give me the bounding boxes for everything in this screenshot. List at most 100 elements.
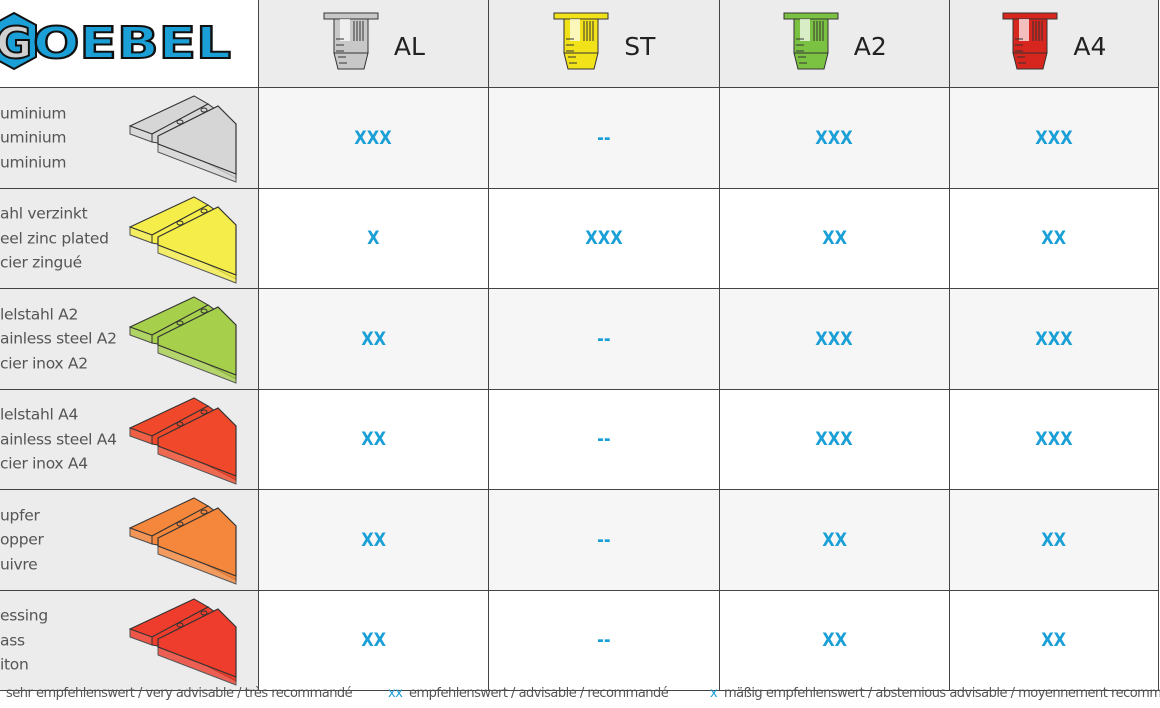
rating-cell: XXX (257, 87, 489, 189)
column-header-al: AL (257, 0, 489, 88)
material-line: cier inox A2 (0, 354, 88, 372)
rating-value: XX (1041, 227, 1067, 250)
material-label: upfer opper uivre (0, 503, 44, 577)
rating-cell: XXX (948, 288, 1160, 390)
rating-cell: -- (487, 388, 720, 490)
goebel-logo: G OEBEL (0, 11, 232, 71)
legend-key-x: x (710, 686, 718, 701)
column-label: A4 (1073, 32, 1107, 61)
svg-text:OEBEL: OEBEL (33, 18, 231, 69)
sheet-plate-icon (128, 396, 237, 485)
rating-cell: XXX (487, 187, 720, 289)
rating-cell: XX (257, 288, 489, 390)
material-cell: lelstahl A2 ainless steel A2 cier inox A2 (0, 288, 259, 390)
header-row: G OEBEL AL ST A2 A4 (0, 0, 1160, 88)
logo-cell: G OEBEL (0, 0, 259, 88)
sheet-plate-icon (128, 195, 237, 284)
sheet-plate-icon (128, 95, 237, 183)
material-cell: upfer opper uivre (0, 489, 259, 591)
rating-cell: XXX (718, 388, 950, 490)
rating-value: -- (597, 528, 611, 551)
rating-value: XXX (815, 428, 853, 451)
material-line: lelstahl A4 (0, 405, 79, 424)
material-line: lelstahl A2 (0, 305, 79, 323)
rivet-nut-green-icon (782, 9, 840, 78)
material-line: ainless steel A2 (0, 329, 117, 348)
rating-cell: XX (948, 589, 1160, 691)
legend-key-xx: xx (388, 686, 403, 701)
column-label: A2 (853, 32, 887, 61)
rating-value: XXX (1035, 126, 1073, 149)
rating-cell: X (257, 187, 489, 289)
sheet-plate-icon (128, 497, 237, 585)
sheet-plate-icon (128, 597, 237, 686)
material-line: iton (0, 655, 29, 674)
column-header-st: ST (487, 0, 720, 88)
material-line: uminium (0, 104, 67, 122)
table-row: lelstahl A4 ainless steel A4 cier inox A4 … (0, 388, 1160, 490)
rating-value: -- (597, 428, 611, 451)
rating-value: -- (597, 629, 611, 652)
rating-cell: XX (257, 589, 489, 691)
rating-value: XX (1041, 528, 1067, 551)
material-label: ahl verzinkt eel zinc plated cier zingué (0, 202, 109, 276)
table-row: ahl verzinkt eel zinc plated cier zingué X… (0, 187, 1160, 289)
rating-cell: XX (718, 187, 950, 289)
legend-item-very-advisable: sehr empfehlenswert / very advisable / t… (6, 686, 353, 701)
column-header-a4: A4 (948, 0, 1160, 88)
rating-value: XX (360, 327, 386, 350)
rating-value: XX (821, 227, 847, 250)
rating-cell: -- (487, 489, 720, 591)
rating-cell: XX (257, 489, 489, 591)
rating-cell: XXX (948, 388, 1160, 490)
rating-value: XXX (1035, 327, 1073, 350)
material-line: ass (0, 631, 25, 649)
table-row: lelstahl A2 ainless steel A2 cier inox A2 … (0, 288, 1160, 390)
rating-value: X (367, 227, 380, 250)
table-row: essing ass iton XX -- XX XX (0, 589, 1160, 691)
material-line: opper (0, 530, 44, 549)
rivet-nut-yellow-icon (552, 9, 610, 78)
rating-cell: XX (718, 489, 950, 591)
rivet-nut-gray-icon (322, 9, 380, 78)
material-line: ahl verzinkt (0, 204, 88, 223)
table-row: uminium uminium uminium XXX -- XXX XXX (0, 87, 1160, 189)
material-line: cier zingué (0, 253, 82, 272)
rating-value: XXX (1035, 428, 1073, 451)
material-line: ainless steel A4 (0, 430, 117, 448)
sheet-plate-icon (128, 296, 237, 384)
rating-cell: -- (487, 87, 720, 189)
rivet-nut-red-icon (1001, 9, 1059, 78)
rating-value: XX (821, 629, 847, 652)
material-label: uminium uminium uminium (0, 101, 66, 175)
material-label: lelstahl A4 ainless steel A4 cier inox A4 (0, 403, 117, 477)
material-cell: uminium uminium uminium (0, 87, 259, 189)
material-line: cier inox A4 (0, 454, 88, 473)
rating-value: XXX (585, 227, 623, 250)
rating-value: XXX (354, 126, 393, 149)
legend-item-advisable: empfehlenswert / advisable / recommandé (409, 686, 669, 701)
rating-value: XX (360, 428, 386, 451)
rating-value: XX (821, 528, 847, 551)
material-cell: lelstahl A4 ainless steel A4 cier inox A4 (0, 388, 259, 490)
material-cell: ahl verzinkt eel zinc plated cier zingué (0, 187, 259, 289)
material-label: lelstahl A2 ainless steel A2 cier inox A2 (0, 302, 117, 376)
material-line: essing (0, 606, 48, 625)
material-label: essing ass iton (0, 604, 48, 678)
column-header-a2: A2 (718, 0, 950, 88)
rating-cell: XXX (718, 288, 950, 390)
rating-cell: XX (257, 388, 489, 490)
rating-value: XX (1041, 629, 1067, 652)
rating-cell: XX (948, 187, 1160, 289)
rating-value: XXX (815, 126, 853, 149)
material-line: eel zinc plated (0, 229, 109, 247)
svg-text:G: G (0, 18, 32, 69)
rating-cell: XX (718, 589, 950, 691)
rating-value: -- (597, 126, 611, 149)
column-label: AL (393, 32, 425, 61)
material-cell: essing ass iton (0, 589, 259, 691)
material-line: uminium (0, 128, 67, 147)
rating-cell: -- (487, 288, 720, 390)
material-line: uminium (0, 153, 67, 171)
